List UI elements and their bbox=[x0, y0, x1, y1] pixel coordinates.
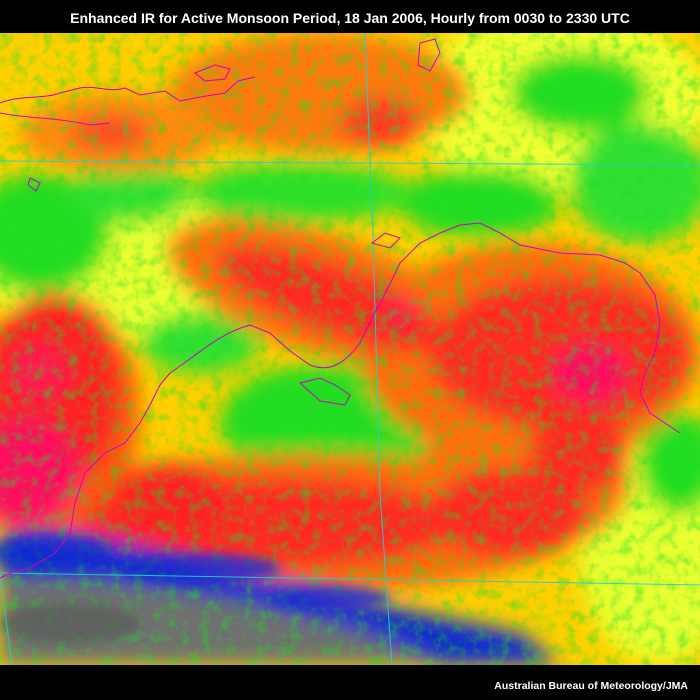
satellite-ir-map bbox=[0, 33, 700, 665]
coastline-outline bbox=[0, 38, 681, 579]
image-title: Enhanced IR for Active Monsoon Period, 1… bbox=[0, 0, 700, 33]
lat-lon-grid bbox=[0, 33, 700, 665]
footer-bar: Australian Bureau of Meteorology/JMA bbox=[0, 665, 700, 700]
credit-label: Australian Bureau of Meteorology/JMA bbox=[494, 680, 688, 692]
